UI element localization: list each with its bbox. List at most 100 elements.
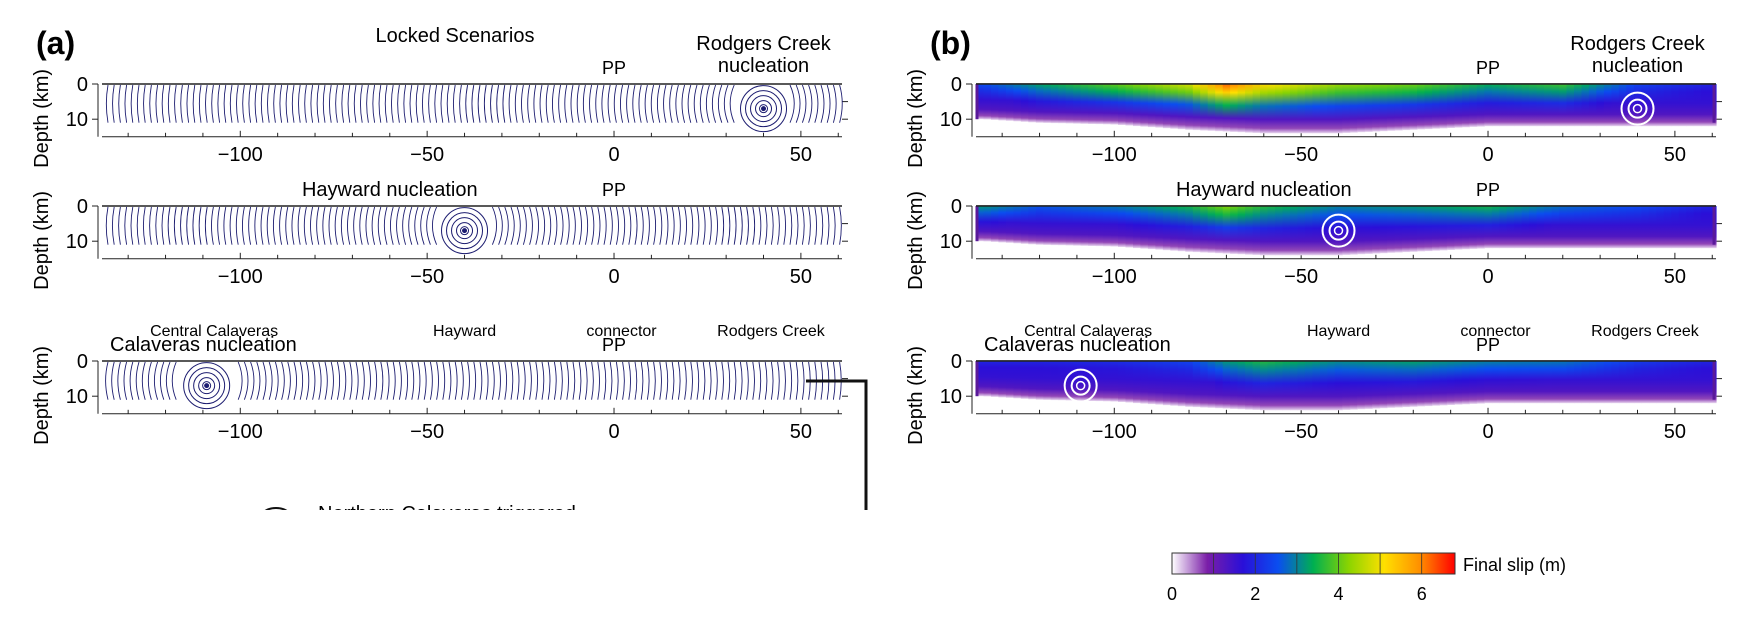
- contour-line: [566, 361, 569, 400]
- nucleation-contour: [745, 90, 783, 128]
- slip-cell: [1372, 206, 1381, 254]
- nucleation-icon: [1632, 103, 1643, 114]
- contour-line: [174, 84, 177, 123]
- rupture-contours: [105, 361, 842, 410]
- contour-line: [130, 206, 134, 245]
- slip-cell: [1289, 206, 1298, 256]
- slip-cell: [1357, 361, 1366, 410]
- contour-line: [149, 84, 152, 123]
- slip-cell: [1103, 206, 1112, 247]
- slip-cell: [1686, 84, 1695, 127]
- slip-cell: [1200, 206, 1209, 253]
- contour-line: [553, 206, 558, 245]
- contour-line: [403, 84, 407, 123]
- slip-cell: [1095, 206, 1104, 247]
- slip-cell: [1252, 206, 1261, 255]
- slip-cell: [1222, 206, 1231, 254]
- slip-cell: [1162, 84, 1171, 129]
- contour-line: [646, 361, 650, 400]
- slip-cell: [990, 84, 999, 120]
- slip-cell: [1379, 361, 1388, 409]
- slip-cell: [1334, 361, 1343, 411]
- slip-cell: [976, 361, 985, 397]
- contour-line: [318, 361, 322, 400]
- contour-line: [595, 84, 599, 123]
- contour-line: [814, 84, 819, 123]
- slip-cell: [1588, 361, 1597, 404]
- slip-cell: [1282, 84, 1291, 134]
- slip-cell: [1641, 206, 1650, 249]
- segment-label: Hayward: [433, 323, 496, 340]
- contour-line: [640, 206, 644, 245]
- contour-line: [839, 84, 843, 123]
- slip-cell: [1491, 84, 1500, 127]
- x-tick-label: 50: [1664, 144, 1686, 166]
- contour-line: [572, 206, 576, 245]
- colorbar: 0 2 4 6 Final slip (m): [1167, 552, 1566, 604]
- slip-cell: [1521, 84, 1530, 127]
- contour-line: [367, 361, 371, 400]
- contour-line: [310, 206, 314, 245]
- slip-cell: [1088, 361, 1097, 401]
- contour-line: [392, 361, 396, 400]
- contour-line: [361, 361, 365, 400]
- contour-line: [770, 361, 774, 400]
- slip-cell: [1574, 84, 1583, 127]
- contour-line: [192, 84, 196, 123]
- slip-cell: [1663, 206, 1672, 249]
- contour-line: [675, 84, 679, 123]
- nucleation-contour: [759, 104, 769, 114]
- contour-line: [777, 361, 780, 400]
- contour-line: [646, 206, 650, 245]
- contour-line: [669, 84, 673, 123]
- slip-cell: [1028, 206, 1037, 245]
- contour-line: [795, 361, 799, 400]
- slip-cell: [1402, 84, 1411, 131]
- contour-line: [659, 361, 662, 400]
- slip-cell: [1185, 206, 1194, 252]
- contour-line: [696, 206, 700, 245]
- slip-cell: [1618, 361, 1627, 404]
- segment-label: Central Calaveras: [1024, 323, 1152, 340]
- nucleation-ring-icon: [1328, 220, 1349, 241]
- slip-cell: [1432, 361, 1441, 406]
- contour-line: [589, 84, 593, 123]
- slip-cell: [1215, 206, 1224, 254]
- slip-cell: [1170, 361, 1179, 406]
- contour-line: [653, 361, 656, 400]
- slip-cell: [1559, 206, 1568, 249]
- contour-line: [360, 84, 363, 123]
- contour-line: [340, 206, 345, 245]
- pp-label: PP: [602, 180, 626, 200]
- contour-line: [250, 361, 255, 400]
- contour-line: [285, 84, 289, 123]
- contour-line: [273, 84, 276, 123]
- contour-line: [328, 206, 332, 245]
- slip-cell: [1671, 361, 1680, 404]
- slip-cell: [1267, 361, 1276, 411]
- contour-line: [217, 206, 221, 245]
- contour-line: [671, 206, 675, 245]
- contour-line: [205, 84, 208, 123]
- x-tick-label: 0: [1482, 421, 1493, 443]
- contour-line: [597, 206, 601, 245]
- contour-line: [622, 206, 626, 245]
- contour-line: [440, 84, 444, 123]
- contour-line: [248, 206, 252, 245]
- contour-line: [634, 361, 638, 400]
- slip-cell: [1192, 206, 1201, 253]
- contour-line: [223, 84, 227, 123]
- contour-line: [758, 206, 762, 245]
- contour-line: [391, 84, 394, 123]
- contour-line: [343, 361, 347, 400]
- x-tick-label: −100: [1092, 144, 1137, 166]
- slip-cell: [1073, 84, 1082, 124]
- slip-cell: [1686, 206, 1695, 249]
- slip-cell: [998, 206, 1007, 243]
- contour-line: [591, 206, 595, 245]
- slip-cell: [1656, 206, 1665, 249]
- slip-cell: [1521, 206, 1530, 249]
- contour-line: [839, 206, 842, 245]
- x-tick-label: −100: [1092, 266, 1137, 288]
- slip-cell: [1230, 206, 1239, 254]
